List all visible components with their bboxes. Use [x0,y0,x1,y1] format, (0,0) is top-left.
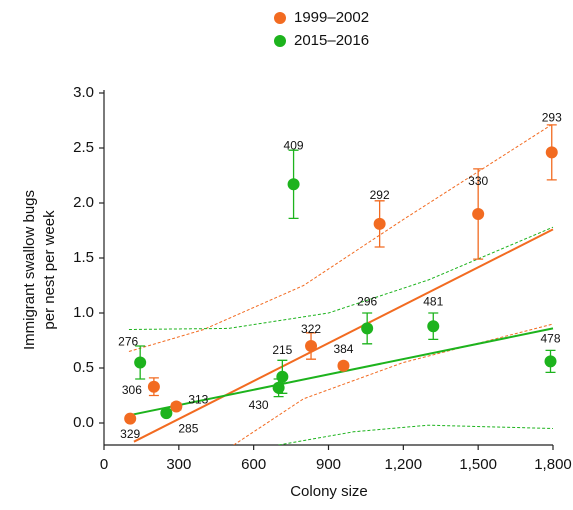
confidence-band [128,226,554,330]
legend-label: 1999–2002 [294,9,369,26]
data-point [160,407,173,420]
data-point [305,340,318,352]
y-tick-label: 2.0 [73,194,94,211]
fit-line [128,327,554,417]
point-label: 285 [178,421,198,435]
data-point [124,412,137,425]
legend-marker [274,12,286,24]
data-point [170,400,183,413]
x-tick-label: 300 [166,456,191,473]
legend-label: 2015–2016 [294,32,369,49]
fit-line [133,228,554,443]
y-tick-label: 0.0 [73,414,94,431]
point-label: 313 [188,393,208,407]
x-tick-label: 1,500 [459,456,497,473]
y-tick-label: 0.5 [73,359,94,376]
legend-marker [274,35,286,47]
x-tick-label: 0 [100,456,108,473]
data-point [427,320,440,333]
data-point [276,370,289,383]
data-point [134,356,147,369]
data-point [272,381,285,394]
data-point [147,380,160,393]
point-label: 215 [272,343,292,357]
x-tick-label: 1,200 [385,456,423,473]
x-tick-label: 600 [241,456,266,473]
y-tick-label: 1.0 [73,304,94,321]
point-label: 329 [120,427,140,441]
point-label: 306 [122,383,142,397]
point-label: 481 [423,294,443,308]
point-label: 330 [468,174,488,188]
data-point [472,208,485,220]
point-label: 322 [301,322,321,336]
point-label: 292 [370,188,390,202]
point-label: 296 [357,295,377,309]
x-tick-label: 1,800 [534,456,572,473]
point-label: 276 [118,335,138,349]
point-label: 430 [249,398,269,412]
y-axis-label: Immigrant swallow bugs [21,190,38,350]
confidence-band [278,424,554,445]
x-tick-label: 900 [316,456,341,473]
x-axis-label: Colony size [290,483,368,500]
y-tick-label: 1.5 [73,249,94,266]
y-tick-label: 3.0 [73,84,94,101]
data-point [337,359,350,372]
y-axis-label: per nest per week [41,210,58,330]
point-label: 409 [284,138,304,152]
data-point [544,355,557,368]
data-point [361,322,374,335]
point-label: 478 [540,332,560,346]
fit-layer [128,123,554,445]
y-tick-label: 2.5 [73,139,94,156]
data-point [373,217,386,230]
confidence-band [128,123,554,352]
data-point [287,178,300,191]
data-point [545,146,558,159]
point-label: 293 [542,111,562,125]
point-label: 384 [333,342,353,356]
